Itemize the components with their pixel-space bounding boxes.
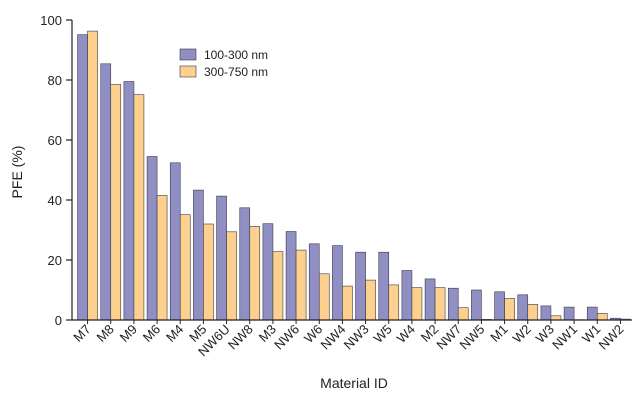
bar-series1-w6 [308, 243, 320, 321]
bar-series2-w2 [527, 304, 539, 321]
bar-series1-nw7 [447, 287, 459, 321]
y-ticks-group: 0 20 40 60 80 100 [40, 13, 72, 328]
bar-series2-m9 [133, 94, 145, 321]
bar-series1-nw4 [332, 245, 343, 321]
x-tick-label-nw2: NW2 [596, 322, 627, 353]
bar-series2-w4 [411, 287, 423, 321]
bar-series2-m7 [87, 30, 98, 321]
bar-series2-nw6 [295, 249, 307, 321]
x-tick-label-nw5: NW5 [457, 322, 488, 353]
bar-series2-m3 [272, 251, 284, 321]
bar-series1-m7 [77, 34, 88, 321]
x-tick-label-w4: W4 [394, 322, 418, 346]
y-tick-label: 80 [48, 73, 62, 88]
bar-series1-m9 [123, 81, 135, 321]
bar-series2-nw8 [249, 226, 261, 321]
bar-series1-m6 [146, 156, 158, 321]
bar-series2-m8 [110, 84, 122, 321]
x-tick-label-nw8: NW8 [225, 322, 256, 353]
x-tick-label-w2: W2 [509, 322, 533, 346]
x-tick-label-nw1: NW1 [549, 322, 580, 353]
bar-series2-m2 [434, 287, 446, 321]
bar-series1-nw6 [285, 231, 297, 321]
x-tick-label-m8: M8 [93, 322, 116, 345]
y-tick-label: 100 [40, 13, 62, 28]
bar-series2-nw6u [226, 231, 237, 321]
legend-label-2: 300-750 nm [204, 65, 268, 79]
bar-series1-nw1 [563, 306, 575, 321]
x-tick-label-m6: M6 [140, 322, 163, 345]
bar-series2-w6 [318, 273, 330, 321]
axes-group [71, 20, 632, 321]
x-tick-label-nw7: NW7 [433, 322, 464, 353]
x-tick-label-nw3: NW3 [341, 322, 372, 353]
x-axis-title: Material ID [320, 375, 388, 391]
bar-series1-w1 [586, 306, 598, 321]
y-tick-label: 0 [55, 313, 62, 328]
bar-series1-w3 [540, 305, 552, 321]
bar-series2-nw7 [457, 307, 469, 321]
bar-series1-m2 [424, 278, 436, 321]
bar-series2-w3 [550, 315, 562, 321]
bar-series1-w4 [401, 270, 413, 321]
bar-series2-m4 [179, 214, 191, 321]
legend-swatch-2 [179, 65, 197, 78]
x-tick-label-w5: W5 [370, 322, 394, 346]
bar-series1-w5 [378, 251, 390, 321]
legend-label-1: 100-300 nm [204, 48, 268, 62]
x-tick-label-nw4: NW4 [318, 322, 349, 353]
y-tick-label: 40 [48, 193, 62, 208]
x-tick-label-m4: M4 [163, 322, 186, 345]
bar-series1-w2 [517, 294, 529, 321]
x-tick-label-m7: M7 [70, 322, 93, 345]
bars-group [77, 30, 631, 321]
y-axis-title: PFE (%) [9, 146, 25, 199]
bar-series1-nw6u [216, 195, 227, 321]
bar-series1-m5 [193, 189, 204, 321]
x-tick-label-nw6: NW6 [271, 322, 302, 353]
bar-series2-m5 [203, 223, 214, 321]
bar-series2-w1 [596, 313, 608, 321]
bar-series1-nw8 [239, 207, 251, 321]
bar-series2-nw4 [342, 285, 353, 321]
y-tick-label: 20 [48, 253, 62, 268]
legend: 100-300 nm 300-750 nm [179, 48, 268, 79]
bar-series1-m4 [169, 162, 181, 321]
bar-series2-m6 [156, 195, 168, 321]
x-tick-label-m1: M1 [487, 322, 510, 345]
bar-series1-nw3 [355, 251, 366, 321]
bar-series1-m3 [262, 223, 274, 321]
bar-series2-nw3 [365, 279, 376, 321]
bar-series2-w5 [388, 284, 400, 321]
bar-series2-m1 [504, 298, 515, 321]
x-tick-label-m9: M9 [117, 322, 140, 345]
y-tick-label: 60 [48, 133, 62, 148]
bar-series1-m1 [494, 291, 505, 321]
legend-swatch-1 [179, 48, 197, 61]
bar-series1-nw5 [471, 289, 482, 321]
bar-series1-m8 [100, 63, 112, 321]
